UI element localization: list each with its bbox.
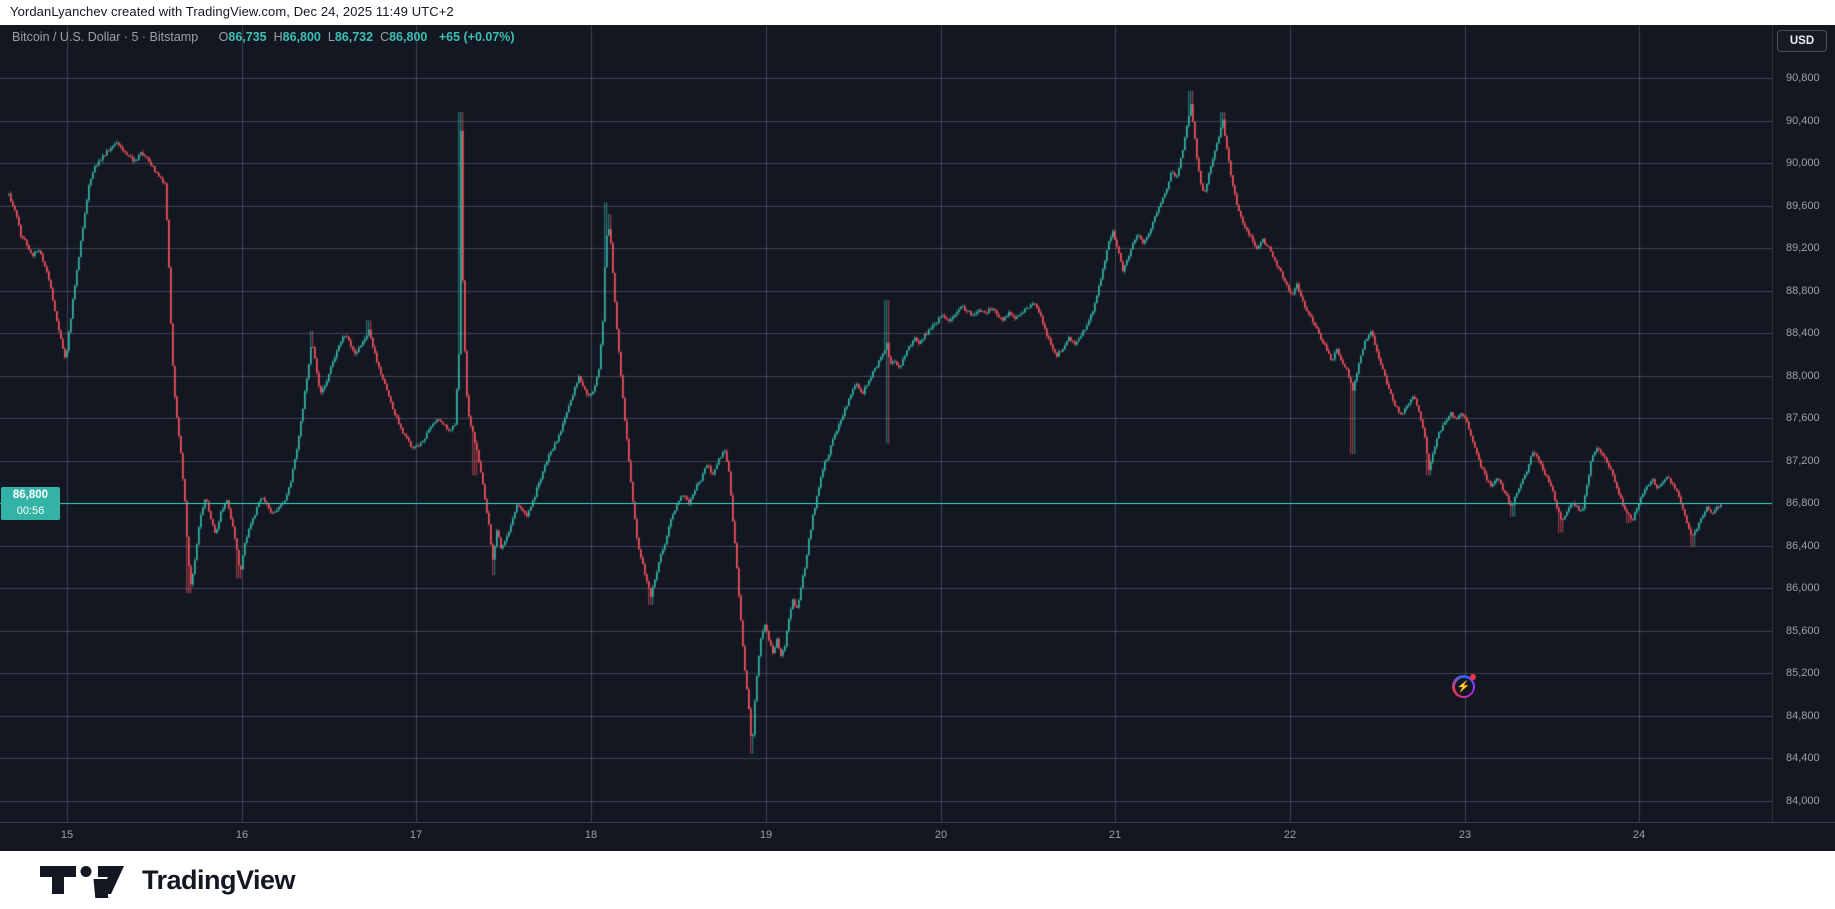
time-axis-label: 22 <box>1283 829 1297 841</box>
ohlc-value: 86,800 <box>282 30 321 44</box>
candlestick-canvas[interactable] <box>0 25 1772 822</box>
price-axis-label: 86,000 <box>1786 582 1820 594</box>
tradingview-logo[interactable]: TradingView <box>38 862 296 898</box>
time-axis-label: 20 <box>934 829 948 841</box>
time-axis-label: 15 <box>60 829 74 841</box>
time-axis-label: 18 <box>584 829 598 841</box>
price-axis-label: 84,000 <box>1786 794 1820 807</box>
time-axis[interactable]: 15 16 17 18 19 20 21 22 23 24 <box>0 822 1835 851</box>
lightning-icon: ⚡ <box>1454 677 1473 696</box>
chart-region: Bitcoin / U.S. Dollar · 5 · Bitstamp O86… <box>0 25 1835 851</box>
time-axis-label: 21 <box>1108 829 1122 841</box>
price-axis-label: 86,400 <box>1786 539 1820 552</box>
current-price-value: 86,800 <box>12 489 49 501</box>
time-axis-label: 19 <box>759 829 773 841</box>
jump-to-realtime-icon[interactable]: ⚡ <box>1452 674 1476 698</box>
ohlc-label: L <box>327 30 335 44</box>
price-axis-label: 88,800 <box>1786 284 1820 297</box>
price-axis[interactable]: USD 90,800 90,400 90,000 89,600 89,200 88,800… <box>1772 25 1835 822</box>
time-axis-label: 16 <box>235 829 249 841</box>
currency-button[interactable]: USD <box>1777 30 1827 52</box>
price-axis-label: 87,600 <box>1786 412 1820 424</box>
ohlc-values: O86,735 H86,800 L86,732 C86,800 <box>212 30 428 44</box>
symbol-header: Bitcoin / U.S. Dollar · 5 · Bitstamp O86… <box>12 30 515 44</box>
attribution-bar: YordanLyanchev created with TradingView.… <box>0 0 1835 25</box>
ohlc-value: 86,800 <box>389 30 428 44</box>
price-axis-label: 89,200 <box>1786 242 1820 254</box>
price-axis-label: 84,800 <box>1786 709 1820 722</box>
price-axis-label: 90,800 <box>1786 72 1820 84</box>
price-axis-label: 88,400 <box>1786 327 1820 339</box>
price-axis-label: 86,800 <box>1786 497 1820 509</box>
current-price-badge: 86,800 00:56 <box>1 487 60 520</box>
price-axis-label: 84,400 <box>1786 752 1820 764</box>
symbol-title[interactable]: Bitcoin / U.S. Dollar · 5 · Bitstamp <box>12 30 199 44</box>
price-axis-label: 89,600 <box>1786 199 1820 212</box>
tradingview-brand-text: TradingView <box>142 864 296 895</box>
ohlc-label: H <box>273 30 283 44</box>
price-axis-label: 90,400 <box>1786 114 1820 127</box>
ohlc-value: 86,732 <box>334 30 374 44</box>
time-axis-label: 23 <box>1458 829 1472 841</box>
current-price-line <box>0 503 1772 504</box>
price-axis-label: 85,600 <box>1786 624 1820 637</box>
footer: TradingView <box>0 850 1835 909</box>
ohlc-label: C <box>380 30 390 44</box>
time-axis-label: 24 <box>1632 829 1646 841</box>
price-axis-label: 85,200 <box>1786 667 1820 679</box>
price-axis-label: 87,200 <box>1786 454 1820 467</box>
price-axis-label: 90,000 <box>1786 157 1820 169</box>
time-axis-label: 17 <box>409 829 423 841</box>
bar-countdown: 00:56 <box>16 505 45 517</box>
attribution-text: YordanLyanchev created with TradingView.… <box>10 4 454 19</box>
tradingview-logo-mark <box>40 866 124 898</box>
alert-dot <box>1470 674 1476 680</box>
price-axis-label: 88,000 <box>1786 369 1820 382</box>
ohlc-value: 86,735 <box>228 30 267 44</box>
change-value: +65 (+0.07%) <box>438 30 515 44</box>
ohlc-label: O <box>218 30 229 44</box>
